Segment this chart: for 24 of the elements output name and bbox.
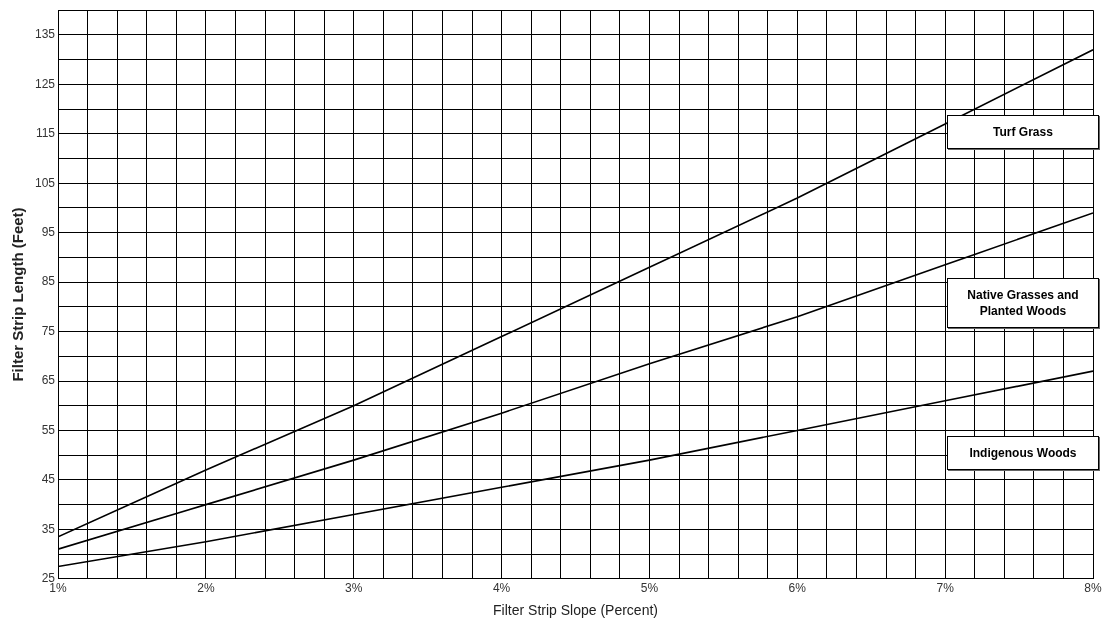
y-tick-label: 35 xyxy=(41,521,56,536)
label-box: Turf Grass xyxy=(947,114,1099,149)
x-tick-label: 4% xyxy=(492,581,511,596)
x-tick-label: 2% xyxy=(197,581,215,596)
label-box: Indigenous Woods xyxy=(947,436,1099,471)
y-tick-label: 75 xyxy=(41,323,56,338)
x-tick-label: 5% xyxy=(640,581,659,596)
y-tick-label: 85 xyxy=(41,274,56,289)
x-axis-title: Filter Strip Slope (Percent) xyxy=(493,602,658,619)
y-tick-label: 55 xyxy=(41,422,56,437)
x-tick-label: 7% xyxy=(936,581,955,596)
y-tick-label: 115 xyxy=(35,126,56,141)
y-tick-label: 135 xyxy=(34,27,56,42)
x-tick-label: 3% xyxy=(345,581,363,596)
x-tick-label: 8% xyxy=(1084,581,1102,596)
y-tick-label: 95 xyxy=(41,225,56,240)
y-axis-title: Filter Strip Length (Feet) xyxy=(9,207,27,382)
y-tick-label: 45 xyxy=(41,472,56,487)
y-tick-label: 65 xyxy=(41,373,56,388)
y-tick-label: 125 xyxy=(34,76,56,91)
label-box: Native Grasses and Planted Woods xyxy=(947,277,1099,328)
x-tick-label: 1% xyxy=(49,581,68,596)
y-tick-label: 105 xyxy=(34,175,56,190)
x-tick-label: 6% xyxy=(788,581,807,596)
